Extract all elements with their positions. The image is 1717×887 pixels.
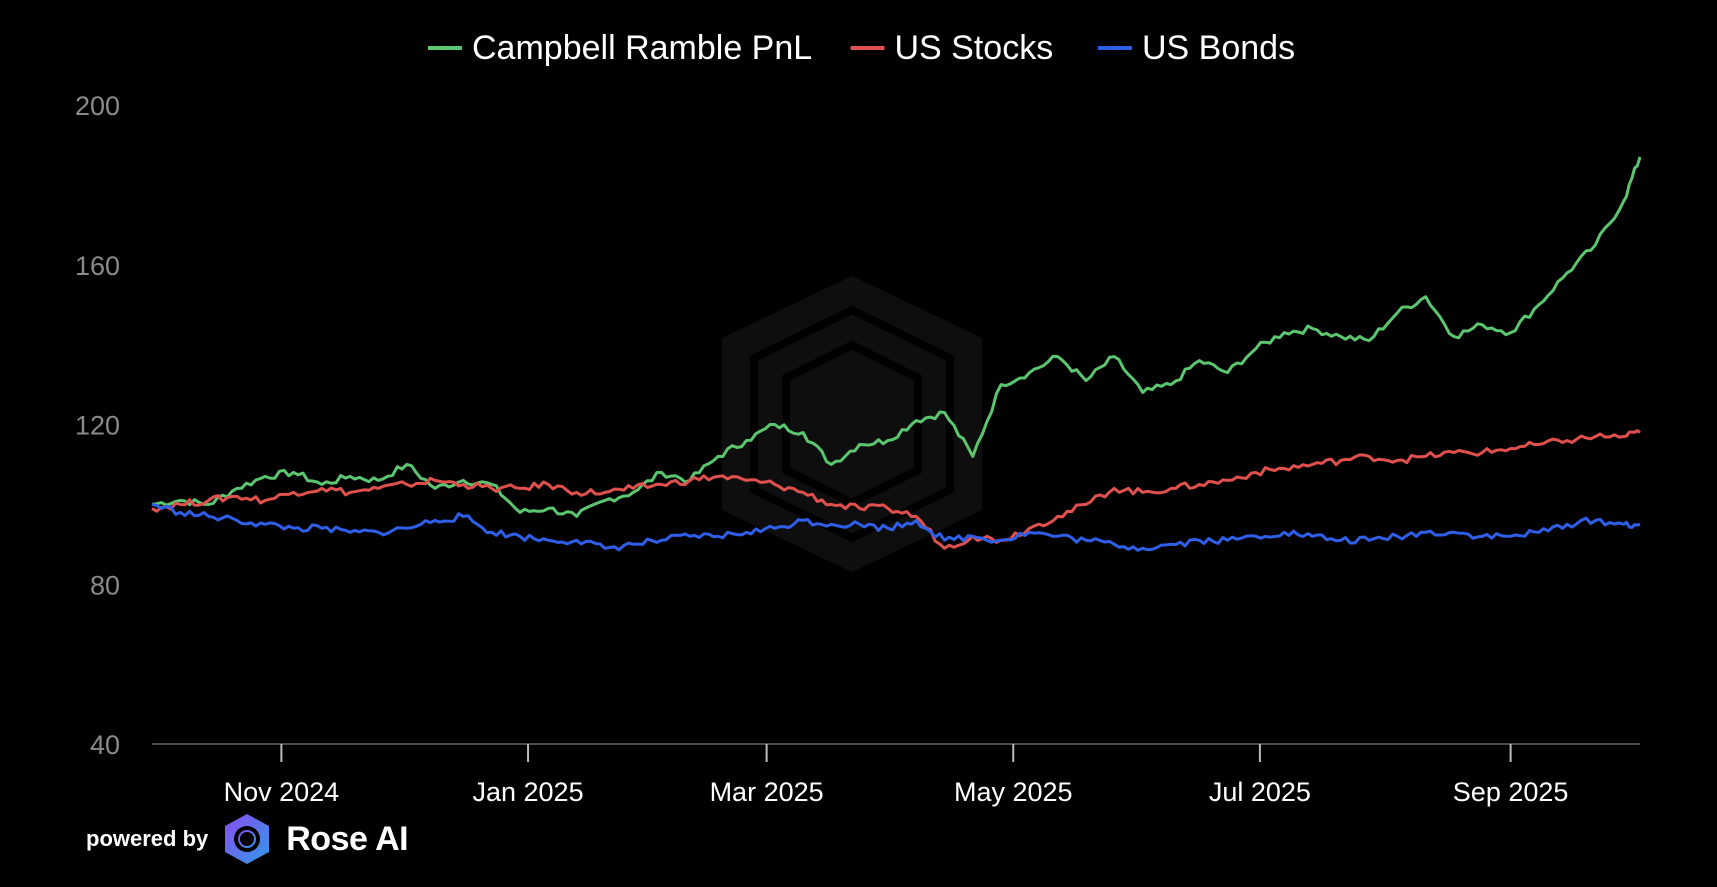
y-tick-label: 120 — [75, 411, 120, 441]
series-line-us-stocks — [151, 429, 1641, 550]
brand-name: Rose AI — [286, 819, 409, 858]
y-tick-label: 200 — [75, 91, 120, 121]
x-tick-label: Jan 2025 — [472, 777, 583, 807]
series-layer — [151, 156, 1642, 552]
x-tick-label: Mar 2025 — [710, 777, 824, 807]
legend-label: Campbell Ramble PnL — [472, 29, 812, 67]
x-tick-label: May 2025 — [954, 777, 1073, 807]
series-line-campbell-ramble-pnl — [151, 156, 1642, 518]
y-tick-label: 160 — [75, 251, 120, 281]
y-tick-label: 40 — [90, 730, 120, 760]
x-tick-label: Jul 2025 — [1209, 777, 1311, 807]
x-tick-label: Sep 2025 — [1453, 777, 1569, 807]
powered-by-text: powered by — [86, 826, 209, 851]
legend-item: US Bonds — [1098, 29, 1295, 67]
legend-item: Campbell Ramble PnL — [428, 29, 812, 67]
rose-ai-logo-icon — [225, 814, 270, 864]
x-axis: Nov 2024 Jan 2025 Mar 2025 May 2025 Jul 2025… — [152, 743, 1640, 807]
legend-item: US Stocks — [850, 29, 1054, 67]
watermark-logo — [722, 276, 982, 572]
legend: Campbell Ramble PnL US Stocks US Bonds — [428, 29, 1295, 67]
legend-label: US Bonds — [1142, 29, 1295, 67]
y-axis: 200 160 120 80 40 — [75, 91, 120, 760]
legend-label: US Stocks — [895, 29, 1054, 67]
series-line-us-bonds — [151, 502, 1641, 552]
x-tick-label: Nov 2024 — [224, 777, 340, 807]
y-tick-label: 80 — [90, 570, 120, 600]
footer-branding: powered by Rose AI — [86, 812, 409, 866]
